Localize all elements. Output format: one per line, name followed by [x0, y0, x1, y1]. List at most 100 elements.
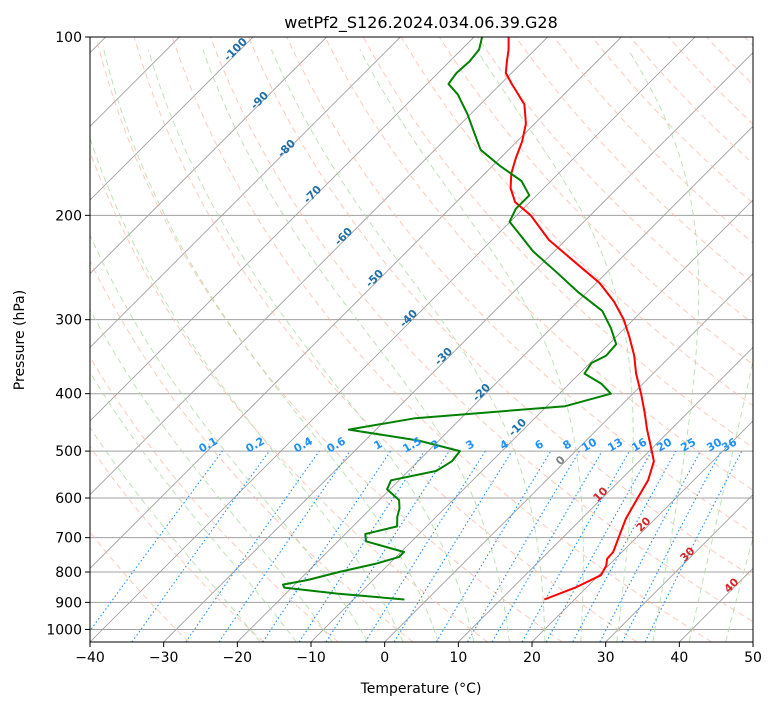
isotherm-line	[90, 37, 254, 201]
y-tick-label: 700	[55, 531, 82, 547]
x-tick-label: 0	[380, 650, 389, 666]
dewpoint-profile-line	[282, 37, 618, 601]
dry-adiabat-line	[171, 37, 712, 642]
dry-adiabat-line	[90, 259, 414, 642]
dry-adiabat-line	[90, 531, 190, 642]
mixing-ratio-line	[435, 450, 552, 642]
mixing-ratio-label: 0.6	[325, 434, 349, 455]
moist-adiabat-line	[90, 426, 261, 642]
dry-adiabat-line	[90, 356, 339, 642]
moist-adiabat-line	[688, 358, 753, 642]
mixing-ratio-line	[644, 450, 743, 642]
mixing-ratio-label: 1	[372, 437, 385, 452]
isotherm-line	[163, 52, 753, 642]
y-tick-label: 200	[55, 208, 82, 224]
moist-adiabat-line	[147, 49, 475, 642]
x-tick-label: −10	[296, 650, 326, 666]
dry-adiabat-line	[324, 37, 753, 491]
moist-adiabat-line	[90, 371, 297, 642]
moist-adiabat-line	[103, 49, 439, 642]
mixing-ratio-label: 0.2	[244, 434, 267, 455]
mixing-ratio-line	[545, 450, 653, 642]
moist-adiabat-line	[725, 536, 753, 642]
mixing-ratio-label: 0.1	[197, 434, 220, 455]
moist-adiabat-line	[476, 49, 634, 642]
dry-adiabat-label: -10	[506, 416, 529, 439]
isotherm-line	[90, 37, 475, 422]
mixing-ratio-line	[298, 450, 425, 642]
isotherm-line	[90, 37, 327, 275]
chart-title: wetPf2_S126.2024.034.06.39.G28	[284, 13, 558, 33]
moist-adiabat-line	[627, 49, 700, 642]
y-tick-label: 1000	[46, 622, 82, 638]
dry-adiabat-line	[133, 37, 638, 642]
x-tick-label: 50	[744, 650, 762, 666]
dry-adiabat-line	[286, 37, 753, 534]
mixing-ratio-line	[185, 450, 320, 642]
mixing-ratio-line	[218, 450, 351, 642]
dry-adiabat-label: -80	[275, 137, 298, 160]
dry-adiabat-label: -40	[397, 307, 420, 330]
y-tick-label: 900	[55, 595, 82, 611]
isotherm-line	[458, 346, 753, 642]
moist-adiabat-line	[270, 49, 546, 642]
moist-adiabat-line	[359, 49, 584, 642]
profile-lines	[282, 37, 655, 601]
x-axis-label: Temperature (°C)	[360, 681, 482, 697]
mixing-ratio-line	[393, 450, 513, 642]
dry-adiabat-line	[515, 37, 753, 284]
dry-adiabat-line	[248, 37, 753, 578]
isotherm-line	[384, 273, 753, 642]
dry-adiabat-label: -90	[248, 89, 271, 112]
dry-adiabat-line	[210, 37, 753, 623]
moist-adiabat-line	[90, 308, 333, 642]
isotherm-line	[531, 420, 753, 642]
isotherm-line	[90, 37, 696, 642]
dry-adiabat-line	[90, 445, 264, 642]
mixing-ratio-line	[90, 450, 223, 632]
dry-adiabat-line	[90, 150, 488, 642]
isotherm-line	[752, 641, 753, 642]
y-tick-label: 600	[55, 491, 82, 507]
moist-adiabat-label: 20	[634, 514, 654, 534]
x-tick-label: 40	[670, 650, 688, 666]
y-tick-label: 100	[55, 30, 82, 46]
mixing-ratio-line	[521, 450, 630, 642]
y-tick-label: 500	[55, 444, 82, 460]
x-tick-label: −20	[223, 650, 253, 666]
plot-frame	[89, 36, 754, 643]
isotherm-line	[237, 125, 753, 642]
x-tick-label: −30	[149, 650, 179, 666]
dry-adiabat-label: -100	[221, 35, 250, 64]
x-tick-label: 10	[449, 650, 467, 666]
temperature-profile-line	[504, 37, 655, 601]
dry-adiabat-line	[95, 37, 563, 642]
moist-adiabat-label: 10	[591, 484, 611, 504]
moist-adiabat-line	[202, 49, 510, 642]
moist-adiabat-label: 30	[678, 544, 698, 564]
moist-adiabat-line	[90, 136, 404, 642]
dry-adiabat-line	[706, 37, 753, 86]
isotherm-line	[605, 494, 753, 642]
y-tick-label: 400	[55, 387, 82, 403]
dry-adiabat-line	[553, 37, 753, 244]
x-tick-label: 30	[597, 650, 615, 666]
isotherm-line	[90, 37, 401, 348]
x-axis-ticks: −40 −30 −20 −10 0 10 20 30 40 50	[75, 642, 762, 666]
isotherm-line	[90, 37, 548, 496]
y-axis-ticks: 100 200 300 400 500 600 700 800 900 1000	[46, 30, 90, 638]
mixing-ratio-line	[262, 450, 392, 642]
y-tick-label: 800	[55, 565, 82, 581]
mixing-ratio-line	[131, 450, 270, 642]
isotherm-line	[310, 199, 753, 642]
reference-lines	[90, 37, 753, 642]
x-tick-label: 20	[523, 650, 541, 666]
isotherm-line	[90, 37, 622, 569]
dry-adiabat-label: -50	[363, 267, 386, 290]
moist-adiabat-line	[90, 233, 369, 642]
mixing-ratio-line	[572, 450, 677, 642]
mixing-ratio-label: 3	[464, 437, 477, 452]
dry-adiabat-label: -70	[301, 183, 324, 206]
y-axis-label: Pressure (hPa)	[12, 290, 28, 390]
